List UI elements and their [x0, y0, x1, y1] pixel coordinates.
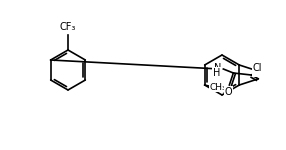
Text: N: N	[214, 63, 221, 73]
Text: Cl: Cl	[253, 63, 262, 73]
Text: S: S	[253, 66, 259, 76]
Text: O: O	[225, 87, 232, 97]
Text: CF₃: CF₃	[60, 22, 76, 32]
Text: H: H	[213, 68, 220, 78]
Text: CH₃: CH₃	[210, 82, 226, 91]
